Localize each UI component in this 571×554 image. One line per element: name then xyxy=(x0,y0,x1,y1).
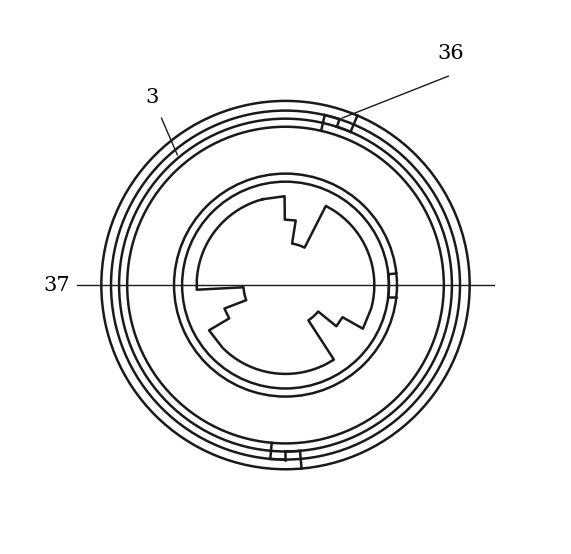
Text: 36: 36 xyxy=(438,44,464,63)
Text: 37: 37 xyxy=(43,275,70,295)
Text: 3: 3 xyxy=(146,89,159,107)
